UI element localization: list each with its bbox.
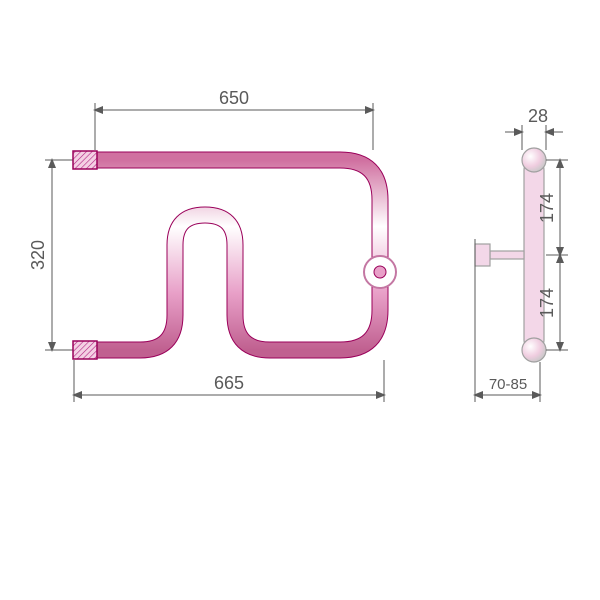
fitting-top [73, 151, 97, 169]
dim-174-upper-value: 174 [537, 193, 557, 223]
dim-top-value: 650 [219, 88, 249, 108]
dim-left-value: 320 [28, 240, 48, 270]
dim-bottom: 665 [74, 360, 384, 402]
dim-28-value: 28 [528, 106, 548, 126]
dim-bottom-value: 665 [214, 373, 244, 393]
towel-rail [73, 151, 396, 359]
side-end-top [522, 148, 546, 172]
side-bracket [475, 239, 524, 271]
fitting-bottom [73, 341, 97, 359]
dim-left: 320 [28, 160, 82, 350]
technical-drawing: 650 320 665 [0, 0, 600, 600]
wall-bracket-disc [364, 256, 396, 288]
side-body [524, 160, 544, 350]
dim-top: 650 [95, 88, 373, 150]
dim-174-lower-value: 174 [537, 288, 557, 318]
side-view: 28 174 174 70-85 [475, 106, 568, 402]
side-end-bottom [522, 338, 546, 362]
dim-28: 28 [505, 106, 563, 150]
front-view: 650 320 665 [28, 88, 396, 402]
dim-depth-value: 70-85 [489, 376, 527, 393]
